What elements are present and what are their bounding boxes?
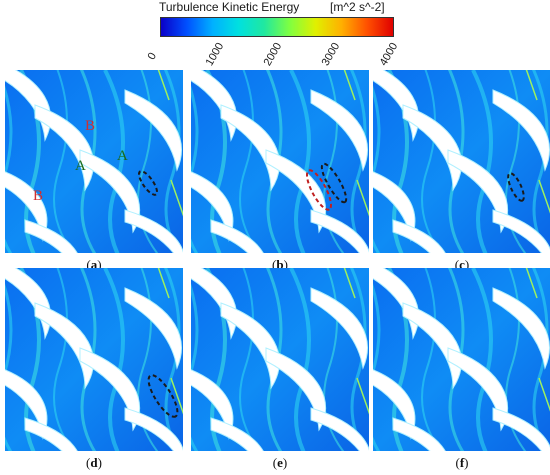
colorbar-tick-label: 1000 <box>203 40 227 68</box>
highlight-ellipse <box>320 162 348 204</box>
blade <box>392 417 446 451</box>
panel-caption-letter: e <box>277 455 283 470</box>
blade <box>124 89 182 172</box>
blade <box>310 209 369 253</box>
blade <box>310 89 368 172</box>
colorbar-tick-label: 3000 <box>319 40 343 68</box>
blade <box>492 209 550 253</box>
blade <box>210 219 264 253</box>
wake-streak <box>191 283 199 451</box>
colorbar-tick-label: 2000 <box>261 40 285 68</box>
wake-streak <box>137 70 159 253</box>
high-tke-streak <box>525 268 538 299</box>
high-tke-streak <box>538 179 550 214</box>
contour-panel-f <box>373 268 550 451</box>
wake-streak <box>5 283 13 451</box>
high-tke-streak <box>356 179 369 217</box>
contour-panel-b <box>191 70 369 253</box>
high-tke-streak <box>343 70 356 101</box>
blade <box>310 407 369 451</box>
blade <box>191 70 237 142</box>
high-tke-streak <box>538 377 550 412</box>
blade <box>492 407 550 451</box>
blade <box>265 149 327 234</box>
wake-streak <box>137 268 159 451</box>
colorbar-unit: [m^2 s^-2] <box>330 0 385 14</box>
blade <box>220 104 280 192</box>
blade <box>220 302 280 390</box>
blade <box>447 149 509 234</box>
colorbar <box>160 17 394 37</box>
panel-caption: (b) <box>272 257 288 272</box>
region-label: B <box>85 118 96 134</box>
panel-caption-letter: f <box>459 455 465 470</box>
wake-streak <box>505 268 527 451</box>
blade <box>5 268 51 340</box>
panel-caption-letter: d <box>90 455 98 470</box>
contour-panel-e <box>191 268 369 451</box>
blade <box>402 104 462 192</box>
panel-caption-letter: a <box>90 257 98 272</box>
blade <box>447 347 509 432</box>
blade <box>492 287 550 370</box>
blade <box>124 209 183 253</box>
panel-caption: (f) <box>455 455 469 470</box>
blade <box>373 70 419 142</box>
wake-streak <box>373 85 381 253</box>
blade <box>373 268 419 340</box>
blade <box>5 70 51 142</box>
contour-panel-d <box>5 268 183 451</box>
high-tke-streak <box>157 70 170 101</box>
blade <box>124 287 182 370</box>
contour-panel-a: B A A B <box>5 70 183 253</box>
high-tke-streak <box>170 179 183 217</box>
colorbar-title: Turbulence Kinetic Energy <box>159 0 300 14</box>
highlight-ellipse <box>147 374 179 418</box>
high-tke-streak <box>525 70 538 101</box>
blade <box>492 89 550 172</box>
region-label: A <box>75 158 86 174</box>
blade <box>124 407 183 451</box>
blade <box>191 268 237 340</box>
high-tke-streak <box>343 268 356 299</box>
wake-streak <box>323 268 345 451</box>
blade <box>392 219 446 253</box>
contour-panel-c <box>373 70 550 253</box>
high-tke-streak <box>356 377 369 415</box>
highlight-ellipse <box>305 169 333 211</box>
blade <box>265 347 327 432</box>
panel-caption: (d) <box>86 455 102 470</box>
colorbar-tick-label: 0 <box>145 50 160 62</box>
region-label: B <box>33 188 44 204</box>
highlight-ellipse <box>507 172 525 202</box>
blade <box>34 302 94 390</box>
blade <box>210 417 264 451</box>
wake-streak <box>373 283 381 451</box>
blade <box>310 287 368 370</box>
wake-streak <box>5 85 13 253</box>
blade <box>34 104 94 192</box>
blade <box>24 417 78 451</box>
panel-caption: (e) <box>272 455 288 470</box>
blade <box>79 347 141 432</box>
region-label: A <box>117 148 128 164</box>
colorbar-tick-label: 4000 <box>377 40 401 68</box>
wake-streak <box>191 85 199 253</box>
panel-caption: (a) <box>86 257 102 272</box>
panel-caption-letter: c <box>459 257 465 272</box>
wake-streak <box>323 70 345 253</box>
panel-caption-letter: b <box>276 257 284 272</box>
high-tke-streak <box>170 377 183 415</box>
panel-caption: (c) <box>454 257 470 272</box>
blade <box>402 302 462 390</box>
high-tke-streak <box>157 268 170 299</box>
blade <box>79 149 141 234</box>
blade <box>24 219 78 253</box>
wake-streak <box>505 70 527 253</box>
